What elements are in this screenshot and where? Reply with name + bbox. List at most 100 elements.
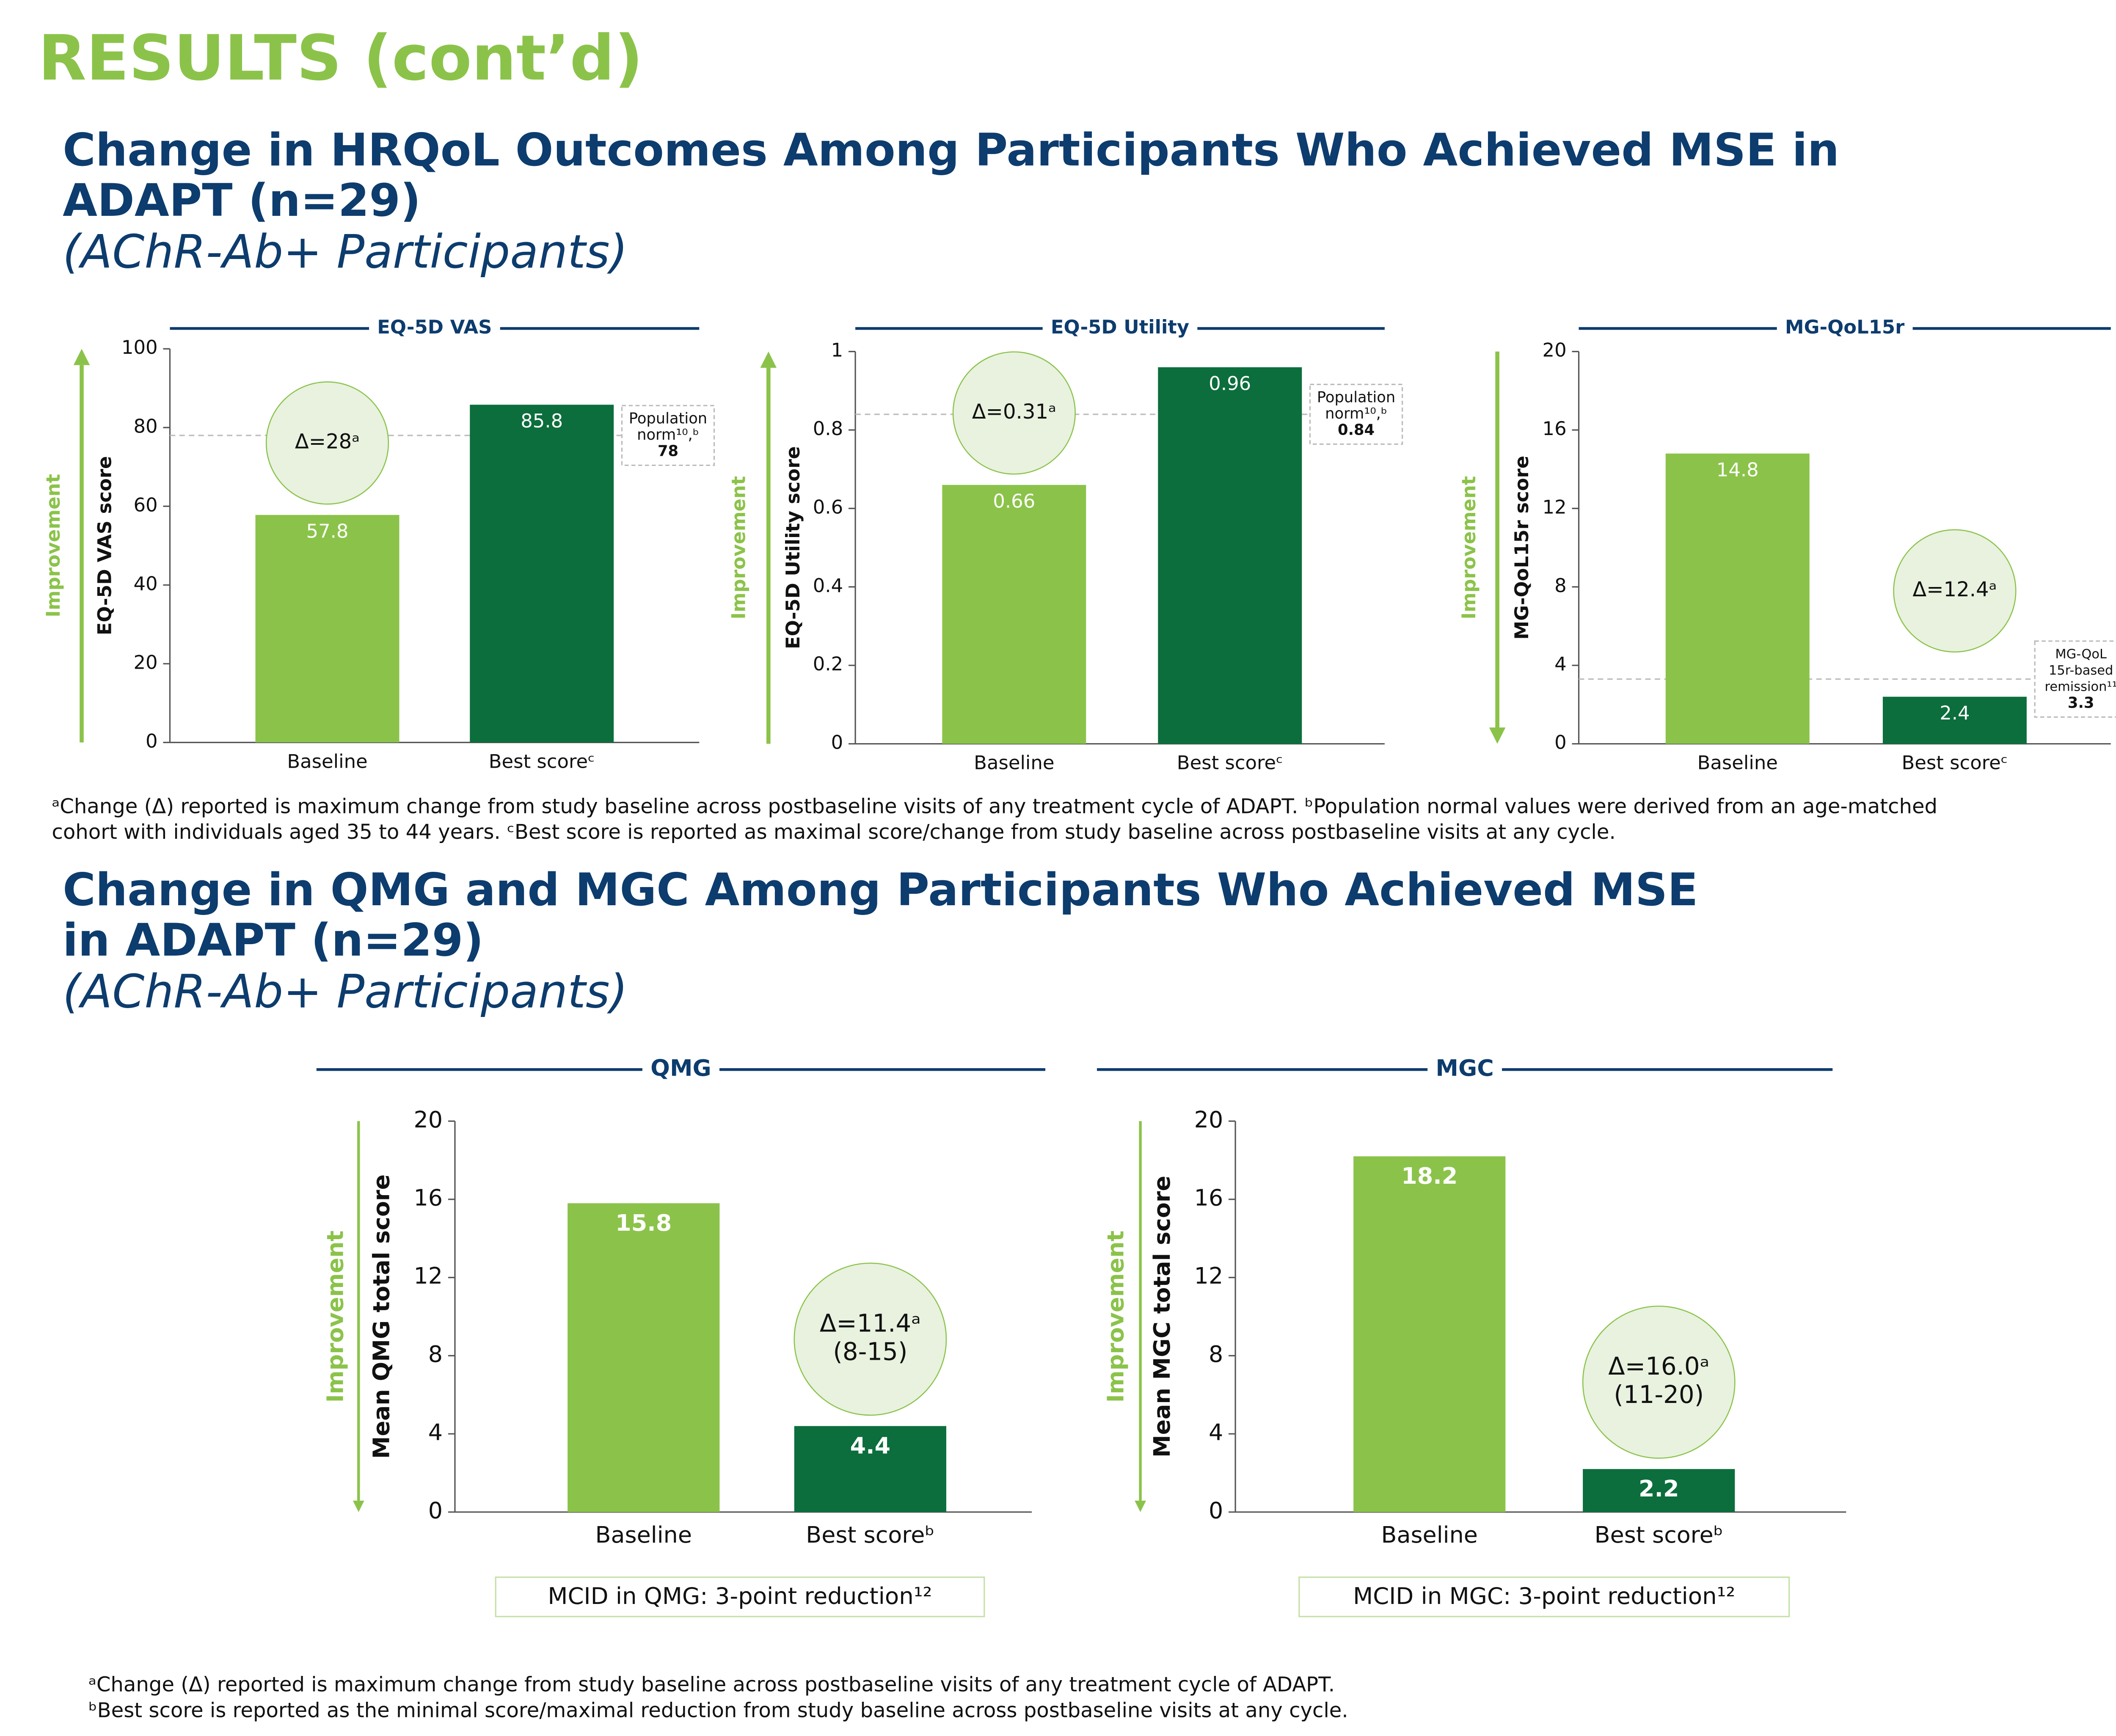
delta-label: Δ=28ᵃ: [295, 430, 360, 454]
bar: [1353, 1156, 1506, 1512]
footnote: cohort with individuals aged 35 to 44 ye…: [52, 820, 1615, 844]
chart-title: QMG: [650, 1055, 711, 1081]
y-tick-label: 0: [831, 731, 843, 754]
improvement-label: Improvement: [1458, 476, 1480, 620]
y-tick-label: 40: [133, 572, 157, 595]
reference-label: MG-QoL: [2055, 647, 2107, 661]
reference-label: norm¹⁰,ᵇ: [1325, 405, 1387, 422]
y-tick-label: 8: [428, 1341, 443, 1367]
bar: [1882, 697, 2027, 744]
x-tick-label: Best scoreᶜ: [1177, 752, 1283, 774]
y-axis-label: Mean QMG total score: [368, 1174, 395, 1459]
reference-label: norm¹⁰,ᵇ: [637, 426, 699, 444]
reference-box: [1309, 383, 1403, 445]
reference-value: 78: [658, 442, 678, 460]
note-label: MCID in QMG: 3-point reduction¹²: [548, 1582, 932, 1609]
x-tick-label: Baseline: [595, 1521, 692, 1548]
bar-value-label: 4.4: [850, 1432, 890, 1459]
delta-label: Δ=11.4ᵃ: [820, 1309, 921, 1337]
y-tick-label: 4: [428, 1419, 443, 1446]
bar: [1665, 453, 1810, 744]
bar: [470, 405, 614, 743]
x-tick-label: Baseline: [974, 752, 1054, 774]
y-tick-label: 0.6: [813, 496, 843, 518]
note-box: [495, 1576, 985, 1618]
delta-label: Δ=0.31ᵃ: [972, 400, 1056, 424]
y-tick-label: 100: [121, 336, 158, 358]
bar-value-label: 0.66: [993, 490, 1035, 512]
y-axis-label: MG-QoL15r score: [1510, 456, 1533, 640]
reference-label: Population: [629, 410, 707, 427]
improvement-label: Improvement: [1102, 1231, 1129, 1403]
y-tick-label: 16: [1543, 417, 1567, 440]
y-axis-label: EQ-5D VAS score: [94, 456, 116, 636]
bar-value-label: 2.2: [1639, 1475, 1679, 1502]
bar-value-label: 15.8: [615, 1210, 672, 1236]
y-tick-label: 12: [1194, 1262, 1223, 1289]
page-title: RESULTS (cont’d): [38, 22, 643, 94]
bar: [568, 1203, 720, 1512]
improvement-label: Improvement: [727, 476, 749, 620]
improvement-label: Improvement: [322, 1231, 349, 1403]
improvement-label: Improvement: [42, 474, 64, 617]
reference-label: 15r-based: [2049, 663, 2113, 678]
reference-box: [621, 405, 715, 466]
y-axis-label: EQ-5D Utility score: [782, 446, 804, 649]
note-box: [1298, 1576, 1790, 1618]
delta-label: Δ=16.0ᵃ: [1608, 1352, 1709, 1381]
improvement-arrowhead: [73, 349, 90, 365]
delta-label: Δ=12.4ᵃ: [1912, 578, 1997, 601]
y-tick-label: 0: [1554, 731, 1567, 754]
reference-value: 0.84: [1338, 421, 1375, 438]
improvement-arrowhead: [353, 1500, 364, 1512]
x-tick-label: Best scoreᶜ: [489, 750, 595, 772]
improvement-arrowhead: [1135, 1500, 1146, 1512]
y-tick-label: 60: [133, 493, 157, 516]
bar: [794, 1426, 946, 1512]
y-tick-label: 4: [1209, 1419, 1223, 1446]
y-tick-label: 0: [1209, 1497, 1223, 1524]
y-tick-label: 0.8: [813, 417, 843, 440]
chart-title: EQ-5D VAS: [377, 316, 492, 338]
y-tick-label: 80: [133, 415, 157, 437]
bar: [1583, 1469, 1735, 1512]
y-tick-label: 20: [1194, 1106, 1223, 1133]
y-tick-label: 8: [1209, 1341, 1223, 1367]
y-tick-label: 0.2: [813, 653, 843, 675]
y-tick-label: 16: [1194, 1185, 1223, 1211]
y-tick-label: 20: [133, 651, 157, 673]
footnote: ᵃChange (Δ) reported is maximum change f…: [52, 794, 1937, 818]
x-tick-label: Baseline: [1381, 1521, 1478, 1548]
bar-value-label: 14.8: [1716, 458, 1759, 481]
y-tick-label: 8: [1554, 574, 1567, 597]
y-tick-label: 16: [414, 1185, 443, 1211]
y-tick-label: 1: [831, 339, 843, 361]
x-tick-label: Baseline: [287, 750, 367, 772]
delta-circle: [265, 381, 389, 505]
y-tick-label: 20: [1543, 339, 1567, 361]
section-heading: in ADAPT (n=29): [63, 914, 484, 966]
section-subheading: (AChR-Ab+ Participants): [63, 965, 628, 1019]
chart-title: MGC: [1435, 1055, 1493, 1081]
reference-label: Population: [1317, 389, 1395, 406]
y-tick-label: 12: [1543, 496, 1567, 518]
footnote: ᵇBest score is reported as the minimal s…: [88, 1698, 1348, 1722]
bar-value-label: 18.2: [1401, 1163, 1458, 1189]
bar: [255, 515, 400, 743]
x-tick-label: Best scoreᶜ: [1901, 752, 2008, 774]
y-tick-label: 0: [428, 1497, 443, 1524]
chart-title: EQ-5D Utility: [1051, 316, 1189, 338]
bar: [1158, 367, 1302, 744]
delta-circle: [1582, 1306, 1736, 1459]
bar: [942, 485, 1086, 744]
section-heading: Change in QMG and MGC Among Participants…: [63, 864, 1698, 916]
section-heading: ADAPT (n=29): [63, 174, 421, 226]
delta-circle: [794, 1262, 947, 1416]
x-tick-label: Best scoreᵇ: [1595, 1521, 1723, 1548]
y-tick-label: 0: [146, 730, 158, 752]
bar-value-label: 57.8: [306, 520, 349, 542]
x-tick-label: Best scoreᵇ: [806, 1521, 934, 1548]
